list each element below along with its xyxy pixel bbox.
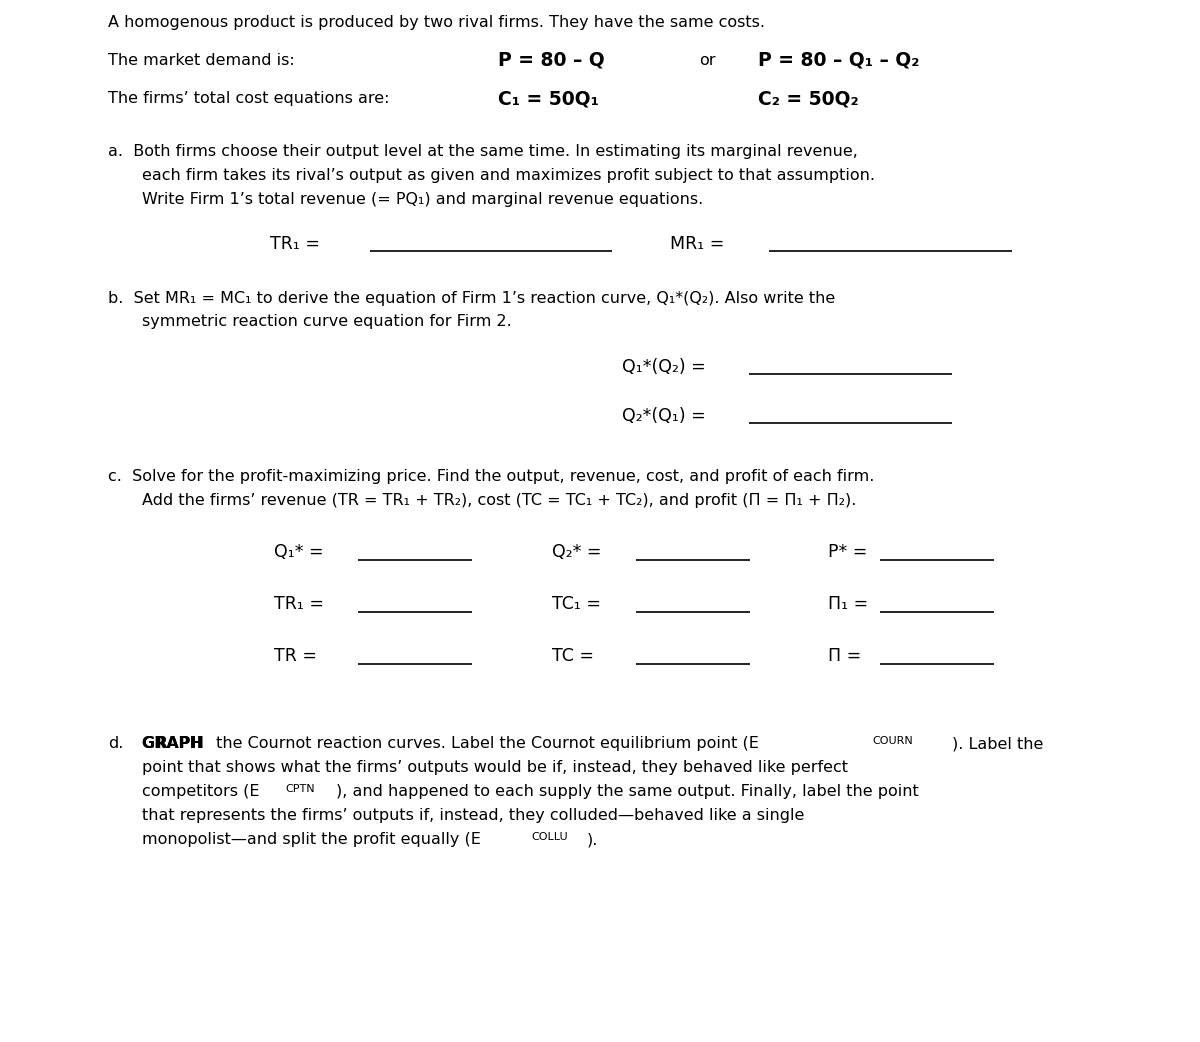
Text: P = 80 – Q₁ – Q₂: P = 80 – Q₁ – Q₂ xyxy=(758,51,919,70)
Text: A homogenous product is produced by two rival firms. They have the same costs.: A homogenous product is produced by two … xyxy=(108,16,766,30)
Text: TC₁ =: TC₁ = xyxy=(552,595,601,614)
Text: ), and happened to each supply the same output. Finally, label the point: ), and happened to each supply the same … xyxy=(336,785,919,799)
Text: Add the firms’ revenue (TR = TR₁ + TR₂), cost (TC = TC₁ + TC₂), and profit (Π = : Add the firms’ revenue (TR = TR₁ + TR₂),… xyxy=(142,493,856,507)
Text: The market demand is:: The market demand is: xyxy=(108,53,295,68)
Text: Π₁ =: Π₁ = xyxy=(828,595,869,614)
Text: point that shows what the firms’ outputs would be if, instead, they behaved like: point that shows what the firms’ outputs… xyxy=(142,761,847,775)
Text: symmetric reaction curve equation for Firm 2.: symmetric reaction curve equation for Fi… xyxy=(142,315,511,329)
Text: Q₁* =: Q₁* = xyxy=(274,543,323,562)
Text: competitors (E: competitors (E xyxy=(142,785,259,799)
Text: TR₁ =: TR₁ = xyxy=(270,234,320,253)
Text: that represents the firms’ outputs if, instead, they colluded—behaved like a sin: that represents the firms’ outputs if, i… xyxy=(142,809,804,823)
Text: ). Label the: ). Label the xyxy=(952,737,1043,751)
Text: P = 80 – Q: P = 80 – Q xyxy=(498,51,605,70)
Text: TR₁ =: TR₁ = xyxy=(274,595,324,614)
Text: monopolist—and split the profit equally (E: monopolist—and split the profit equally … xyxy=(142,833,480,847)
Text: each firm takes its rival’s output as given and maximizes profit subject to that: each firm takes its rival’s output as gi… xyxy=(142,168,875,182)
Text: COLLU: COLLU xyxy=(532,832,569,842)
Text: TR =: TR = xyxy=(274,647,317,666)
Text: G: G xyxy=(142,737,155,751)
Text: d.: d. xyxy=(108,737,124,751)
Text: MR₁ =: MR₁ = xyxy=(670,234,724,253)
Text: Q₂*(Q₁) =: Q₂*(Q₁) = xyxy=(622,406,706,425)
Text: RAPH: RAPH xyxy=(156,737,203,751)
Text: The firms’ total cost equations are:: The firms’ total cost equations are: xyxy=(108,92,390,106)
Text: the Cournot reaction curves. Label the Cournot equilibrium point (E: the Cournot reaction curves. Label the C… xyxy=(211,737,760,751)
Text: C₁ = 50Q₁: C₁ = 50Q₁ xyxy=(498,90,599,108)
Text: ).: ). xyxy=(587,833,598,847)
Text: COURN: COURN xyxy=(872,736,913,746)
Text: b.  Set MR₁ = MC₁ to derive the equation of Firm 1’s reaction curve, Q₁*(Q₂). Al: b. Set MR₁ = MC₁ to derive the equation … xyxy=(108,291,835,305)
Text: C₂ = 50Q₂: C₂ = 50Q₂ xyxy=(758,90,859,108)
Text: Q₂* =: Q₂* = xyxy=(552,543,601,562)
Text: P* =: P* = xyxy=(828,543,868,562)
Text: Write Firm 1’s total revenue (= PQ₁) and marginal revenue equations.: Write Firm 1’s total revenue (= PQ₁) and… xyxy=(142,192,703,206)
Text: Π =: Π = xyxy=(828,647,862,666)
Text: Q₁*(Q₂) =: Q₁*(Q₂) = xyxy=(622,357,706,376)
Text: TC =: TC = xyxy=(552,647,594,666)
Text: c.  Solve for the profit-maximizing price. Find the output, revenue, cost, and p: c. Solve for the profit-maximizing price… xyxy=(108,469,875,483)
Text: CPTN: CPTN xyxy=(286,784,316,794)
Text: or: or xyxy=(700,53,716,68)
Text: GRAPH: GRAPH xyxy=(142,737,204,751)
Text: a.  Both firms choose their output level at the same time. In estimating its mar: a. Both firms choose their output level … xyxy=(108,144,858,158)
